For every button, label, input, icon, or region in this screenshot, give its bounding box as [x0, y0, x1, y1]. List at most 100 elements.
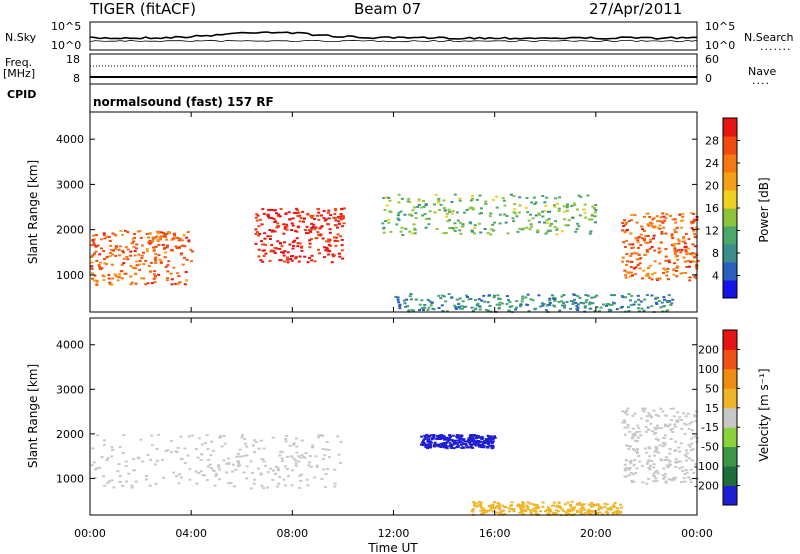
heatmap-cell — [680, 427, 684, 430]
heatmap-cell — [120, 277, 124, 280]
heatmap-cell — [479, 505, 483, 508]
heatmap-cell — [471, 207, 475, 210]
heatmap-cell — [555, 505, 559, 508]
heatmap-cell — [334, 209, 338, 212]
heatmap-cell — [136, 230, 140, 233]
heatmap-cell — [437, 307, 441, 309]
heatmap-cell — [586, 194, 590, 197]
heatmap-cell — [114, 275, 118, 277]
heatmap-cell — [573, 298, 577, 301]
heatmap-cell — [593, 211, 597, 214]
heatmap-cell — [295, 464, 298, 467]
heatmap-cell — [621, 256, 625, 259]
heatmap-cell — [641, 407, 645, 410]
heatmap-cell — [333, 213, 337, 215]
heatmap-cell — [427, 436, 431, 439]
heatmap-cell — [468, 434, 472, 437]
heatmap-cell — [160, 235, 164, 238]
heatmap-cell — [418, 309, 421, 311]
heatmap-cell — [433, 441, 437, 444]
heatmap-cell — [249, 460, 253, 463]
heatmap-cell — [122, 251, 125, 254]
heatmap-cell — [676, 238, 680, 241]
heatmap-cell — [460, 434, 464, 437]
heatmap-cell — [422, 205, 426, 208]
heatmap-cell — [665, 270, 669, 273]
heatmap-cell — [271, 436, 275, 439]
velocity-ylabel: Slant Range [km] — [26, 364, 40, 468]
heatmap-cell — [661, 410, 665, 413]
heatmap-cell — [497, 503, 501, 506]
heatmap-cell — [309, 215, 313, 218]
heatmap-cell — [200, 443, 204, 446]
heatmap-cell — [676, 254, 679, 257]
heatmap-cell — [259, 472, 263, 475]
heatmap-cell — [397, 301, 401, 304]
heatmap-cell — [458, 436, 462, 439]
heatmap-cell — [464, 442, 468, 445]
nave-dots: ···· — [752, 77, 770, 90]
heatmap-cell — [154, 260, 158, 263]
heatmap-cell — [326, 223, 329, 225]
heatmap-cell — [627, 306, 630, 309]
heatmap-cell — [536, 505, 540, 508]
heatmap-cell — [680, 481, 683, 484]
heatmap-cell — [583, 306, 587, 309]
heatmap-cell — [611, 513, 615, 515]
heatmap-cell — [197, 472, 201, 475]
heatmap-cell — [662, 437, 666, 439]
heatmap-cell — [459, 232, 463, 235]
velocity-cbar-frame — [722, 329, 738, 506]
heatmap-cell — [525, 226, 529, 229]
heatmap-cell — [484, 511, 488, 514]
heatmap-cell — [566, 204, 569, 207]
heatmap-cell — [465, 294, 468, 297]
heatmap-cell — [463, 211, 466, 214]
heatmap-cell — [423, 437, 427, 440]
heatmap-cell — [227, 482, 231, 485]
heatmap-cell — [534, 201, 538, 204]
heatmap-cell — [156, 230, 159, 233]
heatmap-cell — [327, 217, 331, 220]
heatmap-cell — [209, 467, 213, 469]
heatmap-cell — [245, 477, 249, 480]
heatmap-cell — [531, 217, 535, 220]
heatmap-cell — [439, 297, 443, 300]
heatmap-cell — [304, 229, 308, 232]
heatmap-cell — [673, 228, 677, 231]
heatmap-cell — [129, 254, 133, 257]
heatmap-cell — [165, 233, 169, 235]
heatmap-cell — [525, 197, 529, 199]
heatmap-cell — [469, 440, 473, 443]
heatmap-cell — [184, 271, 188, 273]
heatmap-cell — [272, 469, 276, 472]
heatmap-cell — [133, 254, 137, 257]
heatmap-cell — [639, 434, 643, 437]
heatmap-cell — [332, 216, 336, 219]
heatmap-cell — [690, 227, 694, 230]
heatmap-cell — [428, 300, 432, 303]
heatmap-cell — [497, 304, 501, 307]
heatmap-cell — [454, 307, 458, 310]
heatmap-cell — [222, 435, 226, 437]
heatmap-cell — [272, 250, 276, 253]
heatmap-cell — [645, 250, 649, 253]
x-tick-label: 00:00 — [681, 527, 713, 540]
heatmap-cell — [468, 443, 472, 446]
heatmap-cell — [444, 231, 448, 234]
heatmap-cell — [570, 205, 574, 207]
heatmap-cell — [319, 214, 323, 217]
heatmap-cell — [237, 460, 241, 463]
heatmap-cell — [613, 294, 616, 297]
heatmap-cell — [480, 436, 484, 439]
heatmap-cell — [558, 505, 562, 508]
heatmap-cell — [691, 448, 695, 451]
heatmap-cell — [652, 234, 656, 237]
heatmap-cell — [169, 272, 173, 275]
heatmap-cell — [466, 296, 469, 298]
heatmap-cell — [288, 243, 292, 246]
heatmap-cell — [583, 512, 587, 515]
heatmap-cell — [149, 241, 153, 244]
heatmap-cell — [289, 455, 293, 458]
